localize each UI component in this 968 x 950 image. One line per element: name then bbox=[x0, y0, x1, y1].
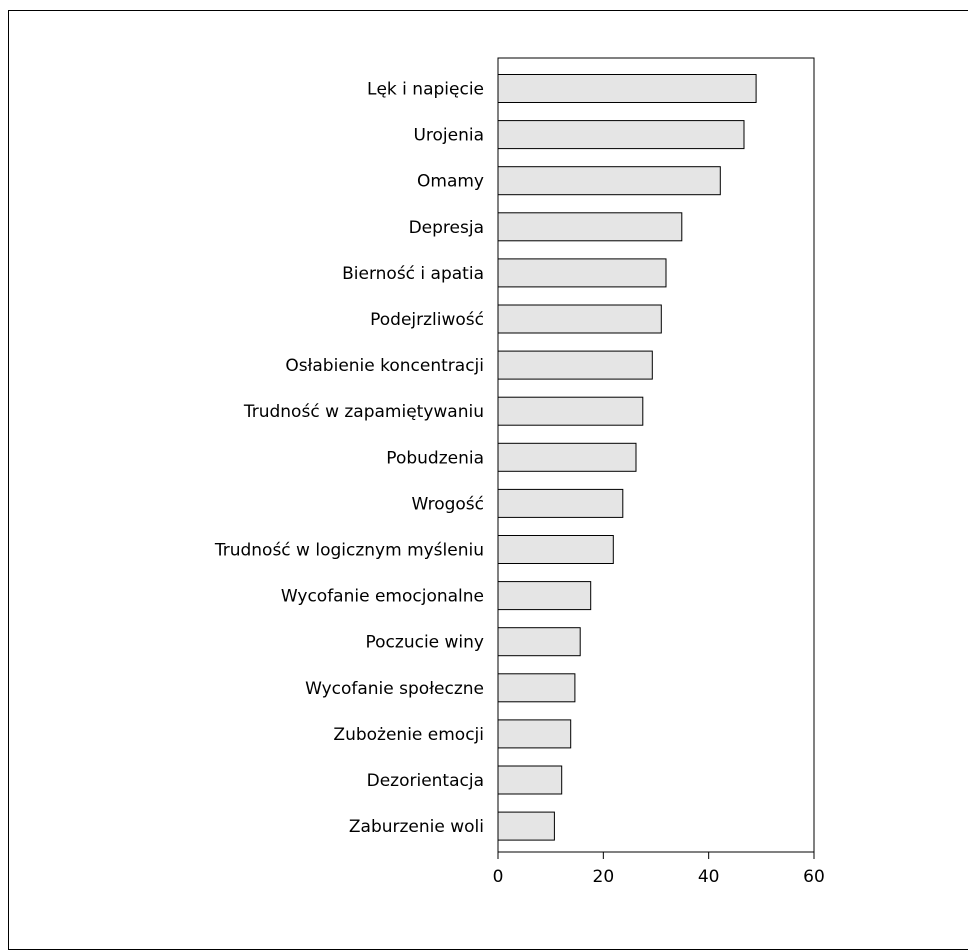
bar bbox=[497, 488, 624, 518]
bar bbox=[497, 350, 653, 380]
bar bbox=[497, 442, 637, 472]
category-label: Wycofanie emocjonalne bbox=[281, 587, 484, 607]
bar bbox=[497, 627, 581, 657]
category-label: Bierność i apatia bbox=[342, 264, 484, 284]
category-label: Wycofanie społeczne bbox=[305, 679, 484, 699]
bar bbox=[497, 166, 721, 196]
bar-chart: Lęk i napięcie Urojenia Omamy Depresja Biern… bbox=[214, 57, 825, 887]
bar bbox=[497, 811, 555, 841]
category-label: Omamy bbox=[417, 172, 484, 192]
bar bbox=[497, 120, 745, 150]
axes-group bbox=[497, 57, 815, 853]
bar bbox=[497, 304, 662, 334]
category-label: Zubożenie emocji bbox=[333, 725, 484, 745]
x-ticks-group: 0 20 40 60 bbox=[493, 852, 825, 887]
category-label: Osłabienie koncentracji bbox=[285, 356, 484, 376]
bar bbox=[497, 535, 614, 564]
category-label: Urojenia bbox=[413, 126, 484, 146]
category-label: Dezorientacja bbox=[367, 771, 484, 791]
category-label: Poczucie winy bbox=[366, 633, 485, 653]
bar bbox=[497, 581, 592, 611]
category-label: Trudność w logicznym myśleniu bbox=[214, 541, 484, 561]
x-tick-label: 40 bbox=[698, 867, 720, 887]
bar bbox=[497, 765, 563, 795]
x-tick-label: 20 bbox=[593, 867, 615, 887]
bar bbox=[497, 258, 667, 288]
bar bbox=[497, 212, 683, 242]
bar bbox=[497, 673, 576, 703]
x-tick-label: 0 bbox=[493, 867, 504, 887]
category-label: Pobudzenia bbox=[386, 448, 484, 468]
category-label: Zaburzenie woli bbox=[349, 817, 484, 837]
x-tick-label: 60 bbox=[803, 867, 825, 887]
bar bbox=[497, 74, 757, 103]
category-label: Podejrzliwość bbox=[370, 310, 484, 330]
bar bbox=[497, 396, 644, 426]
category-label: Wrogość bbox=[412, 494, 484, 514]
category-label: Lęk i napięcie bbox=[367, 80, 484, 100]
category-label: Depresja bbox=[409, 218, 484, 238]
category-labels-group: Lęk i napięcie Urojenia Omamy Depresja Biern… bbox=[214, 80, 484, 838]
plot-area-border bbox=[497, 57, 815, 853]
bars-group bbox=[497, 74, 757, 841]
category-label: Trudność w zapamiętywaniu bbox=[243, 402, 484, 422]
bar bbox=[497, 719, 572, 749]
